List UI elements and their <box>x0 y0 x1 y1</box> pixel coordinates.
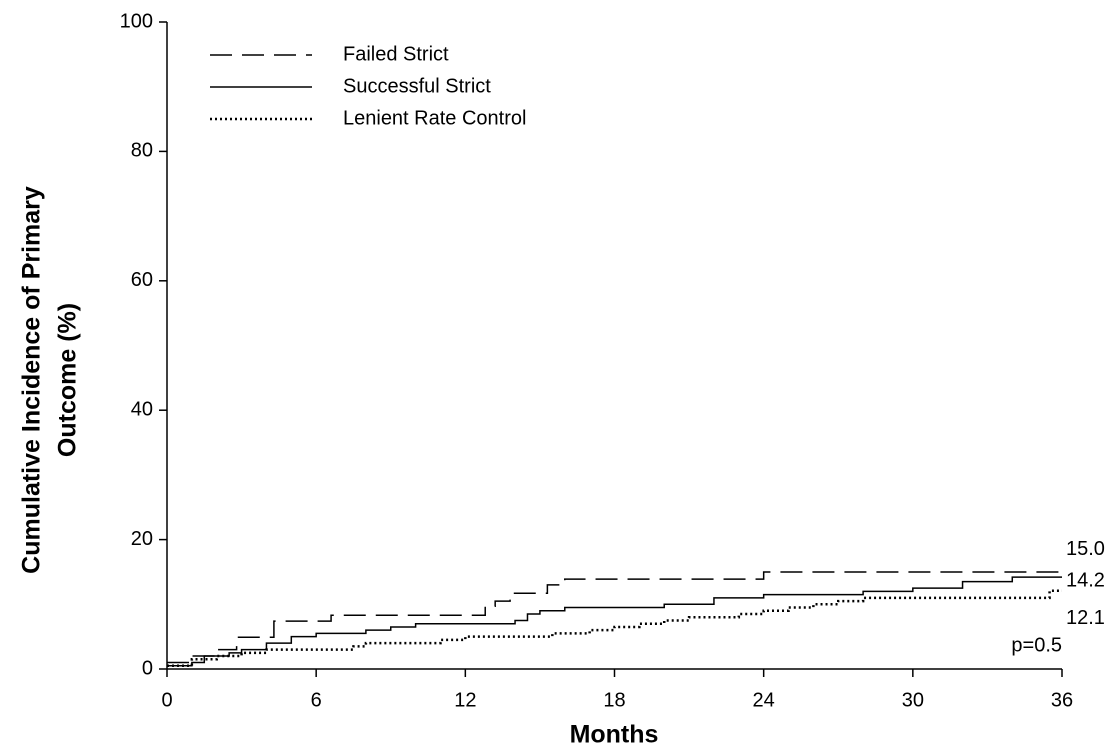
x-tick-label: 24 <box>753 689 775 711</box>
legend-label: Failed Strict <box>343 43 449 65</box>
series-line <box>167 571 1062 664</box>
y-tick-label: 0 <box>142 657 153 679</box>
x-tick-label: 0 <box>161 689 172 711</box>
x-tick-label: 6 <box>311 689 322 711</box>
p-value: p=0.5 <box>1011 634 1062 656</box>
series-line <box>167 589 1062 668</box>
legend-label: Successful Strict <box>343 75 491 97</box>
x-axis-title: Months <box>570 721 659 749</box>
series-line <box>167 576 1062 667</box>
x-tick-label: 36 <box>1051 689 1073 711</box>
y-axis-title-line: Outcome (%) <box>54 303 82 457</box>
x-tick-label: 30 <box>902 689 924 711</box>
y-axis-title: Cumulative Incidence of Primary Outcome … <box>18 186 82 574</box>
end-label: 14.2 <box>1066 569 1105 591</box>
x-tick-label: 12 <box>454 689 476 711</box>
y-tick-label: 20 <box>131 528 153 550</box>
y-tick-label: 80 <box>131 140 153 162</box>
y-tick-label: 40 <box>131 398 153 420</box>
y-axis-title-line: Cumulative Incidence of Primary <box>18 186 46 574</box>
y-tick-label: 100 <box>120 10 153 32</box>
end-label: 12.1 <box>1066 607 1105 629</box>
end-label: 15.0 <box>1066 538 1105 560</box>
x-tick-label: 18 <box>603 689 625 711</box>
y-tick-label: 60 <box>131 269 153 291</box>
legend-label: Lenient Rate Control <box>343 107 526 129</box>
